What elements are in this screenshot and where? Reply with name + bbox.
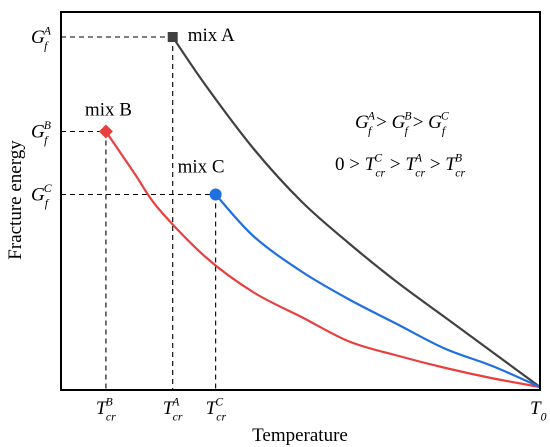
y-tick-label: GCf​ <box>31 182 52 210</box>
series-line <box>214 193 541 389</box>
symbol-base: G <box>392 112 406 133</box>
series-labels: mix A mix B mix C <box>85 25 235 178</box>
dashed-guide-lines <box>61 36 217 390</box>
symbol-base: T <box>206 398 218 419</box>
symbol-subscript: cr <box>106 410 116 423</box>
symbol-superscript: B <box>404 109 411 122</box>
symbol-superscript: C <box>374 151 382 164</box>
marker-circle <box>209 188 222 201</box>
symbol-subscript: f <box>442 124 447 137</box>
symbol-base: T <box>163 398 175 419</box>
series-label: mix A <box>188 25 235 46</box>
symbol-base: T <box>96 398 108 419</box>
symbol-subscript: f <box>45 197 50 210</box>
x-axis-label: Temperature <box>252 425 348 446</box>
series-curves <box>105 36 541 389</box>
symbol-base: G <box>355 112 369 133</box>
marker-square <box>167 32 178 42</box>
symbol-base: T <box>365 154 377 175</box>
symbol-base: T <box>405 154 417 175</box>
symbol-base: T <box>445 154 457 175</box>
symbol-superscript: A <box>414 151 423 164</box>
relation-operator: > <box>371 112 391 133</box>
series-line <box>171 36 541 388</box>
series-label: mix C <box>178 157 225 178</box>
relation-operator: > <box>385 154 405 175</box>
symbol-superscript: C <box>44 182 52 195</box>
y-axis-label: Fracture energy <box>5 140 26 260</box>
relation-operator: > <box>408 112 428 133</box>
symbol-superscript: A <box>171 395 180 408</box>
symbol-superscript: C <box>215 395 223 408</box>
y-tick-label: GBf​ <box>31 119 51 147</box>
series-line <box>105 130 541 389</box>
symbol-superscript: C <box>441 109 449 122</box>
symbol-superscript: A <box>367 109 376 122</box>
symbol-base: T <box>530 398 542 419</box>
symbol-base: G <box>31 27 45 48</box>
series-label: mix B <box>85 100 132 121</box>
y-tick-label: GAf​ <box>31 24 52 52</box>
symbol-superscript: B <box>455 151 462 164</box>
symbol-base: G <box>31 122 45 143</box>
symbol-base: G <box>428 112 442 133</box>
symbol-subscript: f <box>405 124 410 137</box>
marker-diamond <box>98 124 113 139</box>
symbol-base: G <box>31 185 45 206</box>
symbol-subscript: f <box>368 124 373 137</box>
symbol-subscript: cr <box>216 410 226 423</box>
symbol-subscript: f <box>44 39 49 52</box>
relation-operator: 0 > <box>335 154 365 175</box>
symbol-subscript: cr <box>455 166 465 179</box>
x-tick-label: T0​ <box>530 398 547 423</box>
symbol-subscript: cr <box>173 410 183 423</box>
symbol-superscript: A <box>43 24 52 37</box>
series-markers <box>98 32 222 201</box>
symbol-subscript: f <box>44 134 49 147</box>
symbol-superscript: B <box>106 395 113 408</box>
symbol-superscript: B <box>44 119 51 132</box>
symbol-subscript: cr <box>375 166 385 179</box>
relation-operator: > <box>425 154 445 175</box>
relation-line-1: GAf​ > GBf​ > GCf​ <box>355 109 449 137</box>
symbol-subscript: 0 <box>541 410 547 423</box>
y-tick-labels: GAf​ GBf​ GCf​ <box>31 24 52 209</box>
plot-frame <box>60 11 541 391</box>
symbol-subscript: cr <box>415 166 425 179</box>
